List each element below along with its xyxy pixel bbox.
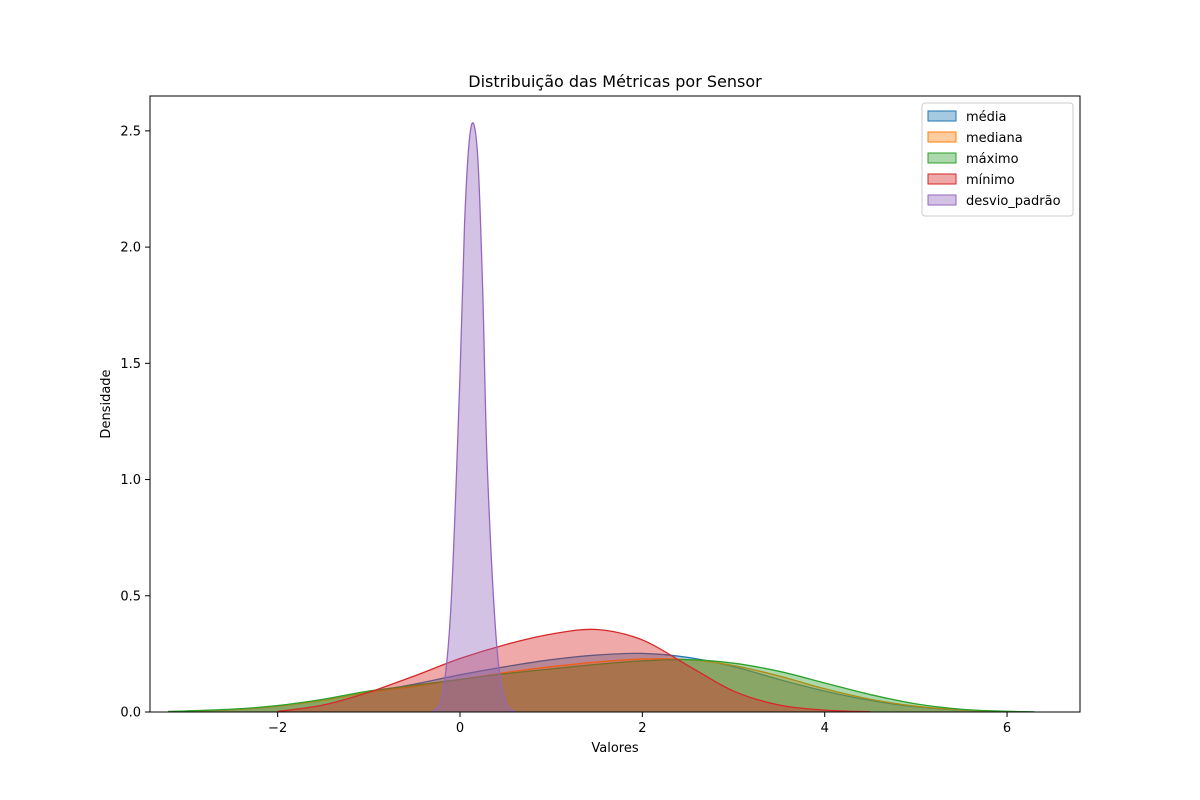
legend-label: desvio_padrão [966, 194, 1061, 209]
plot-frame [149, 95, 1081, 713]
x-tick-label: 4 [821, 721, 829, 736]
density-curves [168, 122, 1035, 713]
legend-box [921, 102, 1074, 217]
density-line-3 [277, 628, 871, 713]
y-axis-title: Densidade [99, 369, 114, 438]
y-tick-label: 1.0 [120, 473, 141, 488]
legend-swatch [927, 110, 957, 122]
x-axis-title: Valores [591, 741, 638, 756]
y-tick-label: 0.5 [120, 589, 141, 604]
chart-title: Distribuição das Métricas por Sensor [468, 72, 762, 91]
legend-label: máximo [966, 152, 1019, 167]
x-tick-label: 0 [456, 721, 464, 736]
x-tick-label: −2 [268, 721, 287, 736]
density-area-2 [168, 659, 1035, 712]
x-tick-label: 2 [638, 721, 646, 736]
legend-label: mínimo [966, 173, 1015, 188]
density-area-1 [168, 658, 1008, 712]
legend-label: mediana [966, 131, 1023, 146]
y-tick-label: 2.0 [120, 241, 141, 256]
y-tick-label: 1.5 [120, 357, 141, 372]
legend-swatch [927, 194, 957, 206]
density-area-3 [277, 629, 871, 712]
density-area-0 [168, 653, 1008, 712]
density-area-4 [432, 122, 515, 712]
y-tick-label: 2.5 [120, 124, 141, 139]
legend-swatch [927, 173, 957, 185]
x-axis: −2 0 2 4 6 [268, 712, 1011, 736]
legend: média mediana máximo mínimo desvio_padrão [921, 102, 1074, 217]
y-tick-label: 0.0 [120, 706, 141, 721]
density-line-2 [168, 658, 1035, 713]
legend-swatch [927, 131, 957, 143]
density-line-1 [168, 658, 1008, 713]
density-line-4 [432, 122, 516, 713]
legend-label: média [966, 110, 1007, 125]
legend-swatch [927, 152, 957, 164]
y-axis: 0.0 0.5 1.0 1.5 2.0 2.5 [120, 124, 150, 721]
x-tick-label: 6 [1003, 721, 1011, 736]
